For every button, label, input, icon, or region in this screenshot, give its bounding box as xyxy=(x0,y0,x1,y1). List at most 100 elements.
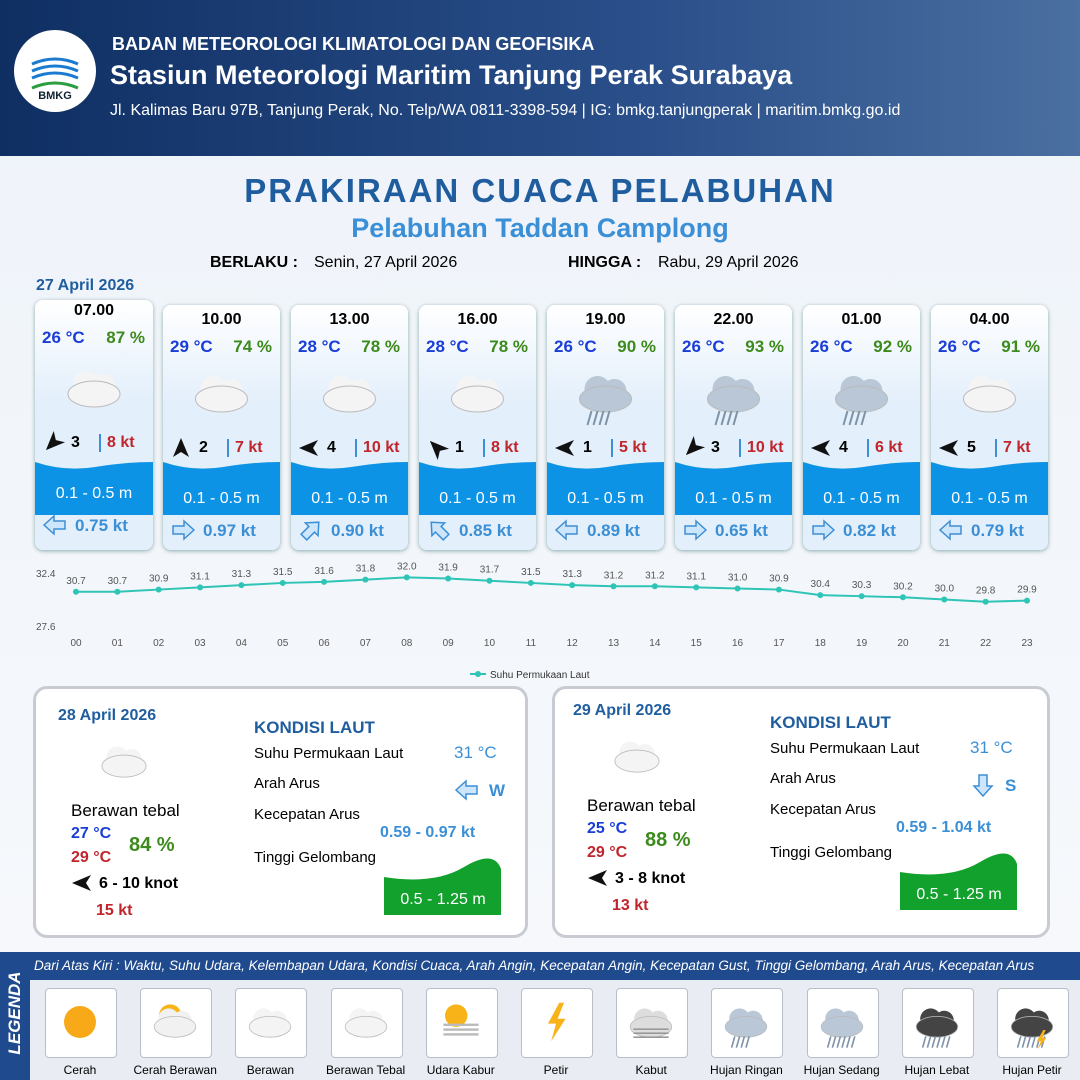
shape xyxy=(854,410,861,426)
shape xyxy=(555,440,574,456)
shape xyxy=(938,519,962,541)
date: 28 April 2026 xyxy=(58,707,157,724)
shape xyxy=(31,64,79,73)
shape xyxy=(831,1036,836,1048)
icon xyxy=(443,1004,479,1036)
shape xyxy=(732,410,739,426)
temp-max: 29 °C xyxy=(71,849,112,866)
icon xyxy=(419,376,536,541)
shape xyxy=(1036,1030,1047,1050)
sst-point xyxy=(569,582,576,589)
humidity: 74 % xyxy=(233,337,272,356)
shape xyxy=(725,1008,768,1048)
legend-label: Berawan Tebal xyxy=(326,1063,406,1077)
shape xyxy=(588,870,607,886)
gust: 8 kt xyxy=(483,439,519,457)
x-tick-label: 14 xyxy=(649,638,661,649)
x-tick-label: 21 xyxy=(939,638,951,649)
speed: 0.59 - 0.97 kt xyxy=(380,824,476,841)
icon xyxy=(931,376,1048,541)
shape xyxy=(153,1015,197,1038)
sst-label: Suhu Permukaan Laut xyxy=(254,745,404,762)
until-label: HINGGA : xyxy=(568,254,642,271)
shape xyxy=(963,385,1016,413)
shape xyxy=(586,410,593,426)
shape xyxy=(614,741,660,773)
shape xyxy=(173,438,189,457)
data-label: 31.2 xyxy=(604,570,624,581)
shape xyxy=(835,385,888,413)
wave: 0.1 - 0.5 m xyxy=(55,485,133,502)
shape xyxy=(195,385,248,413)
shape xyxy=(430,521,450,541)
icon xyxy=(629,1008,673,1038)
shape xyxy=(153,1004,197,1038)
sst-point xyxy=(321,578,328,585)
address: Jl. Kalimas Baru 97B, Tanjung Perak, No.… xyxy=(110,102,901,119)
data-label: 31.6 xyxy=(314,566,334,577)
humidity: 78 % xyxy=(489,337,528,356)
shape xyxy=(588,870,607,886)
data-label: 31.8 xyxy=(356,564,376,575)
shape xyxy=(249,1008,292,1038)
shape xyxy=(602,379,627,403)
shape xyxy=(384,858,501,915)
shape xyxy=(67,380,121,408)
legend-icon-box xyxy=(140,988,213,1058)
sst-point xyxy=(651,583,658,590)
temp: 26 °C xyxy=(810,337,853,356)
legend-label: Hujan Ringan xyxy=(710,1063,783,1077)
shape xyxy=(430,521,450,541)
gust: 15 kt xyxy=(96,902,133,919)
temp: 26 °C xyxy=(682,337,725,356)
legend-label: Hujan Petir xyxy=(1002,1063,1062,1077)
shape xyxy=(454,779,478,801)
wave: 0.5 - 1.25 m xyxy=(400,891,486,908)
shape xyxy=(1016,1036,1022,1048)
shape xyxy=(684,519,708,541)
icon xyxy=(547,376,664,541)
wind-speed: 2 xyxy=(199,439,208,456)
forecast-card: 13.00 28 °C 78 % 4 10 kt 0.1 - 0.5 m 0.90 kt xyxy=(291,305,408,550)
wave-label: Tinggi Gelombang xyxy=(770,844,893,861)
legend-label: Petir xyxy=(543,1063,569,1077)
shape xyxy=(835,376,888,426)
sst-point xyxy=(982,598,989,605)
shape xyxy=(921,1036,927,1048)
gust: 10 kt xyxy=(739,439,783,457)
shape xyxy=(629,1008,673,1038)
shape xyxy=(42,514,66,536)
legend-label: Kabut xyxy=(635,1063,667,1077)
shape xyxy=(548,1002,566,1042)
valid-from: Senin, 27 April 2026 xyxy=(314,254,458,271)
legend-side xyxy=(0,952,30,1080)
day-panel: 28 April 2026 Berawan tebal 27 °C 29 °C 84 %… xyxy=(33,686,528,938)
x-tick-label: 03 xyxy=(194,638,206,649)
data-label: 32.0 xyxy=(397,561,417,572)
shape xyxy=(707,385,760,413)
sst-point xyxy=(527,579,534,586)
current: 0.79 kt xyxy=(971,521,1024,540)
shape xyxy=(931,462,1048,515)
time: 19.00 xyxy=(585,311,626,328)
shape xyxy=(35,462,153,515)
temp: 26 °C xyxy=(42,328,85,347)
shape xyxy=(443,1023,479,1026)
condition: Berawan tebal xyxy=(587,796,696,815)
shape xyxy=(1029,1010,1049,1030)
wind-speed: 1 xyxy=(583,439,592,456)
current-dir: S xyxy=(1005,776,1017,795)
icon xyxy=(588,741,1017,910)
shape xyxy=(836,1036,841,1048)
forecast-card: 10.00 29 °C 74 % 2 7 kt 0.1 - 0.5 m 0.97 kt xyxy=(163,305,280,550)
x-tick-label: 22 xyxy=(980,638,992,649)
wave: 0.5 - 1.25 m xyxy=(916,886,1002,903)
shape xyxy=(323,376,376,413)
shape xyxy=(986,379,1011,403)
legend-desc: Dari Atas Kiri : Waktu, Suhu Udara, Kele… xyxy=(30,952,1080,980)
humidity: 84 % xyxy=(129,834,175,856)
valid-to: Rabu, 29 April 2026 xyxy=(658,254,799,271)
x-tick-label: 07 xyxy=(360,638,372,649)
gust: 5 kt xyxy=(611,439,647,457)
shape xyxy=(860,410,867,426)
